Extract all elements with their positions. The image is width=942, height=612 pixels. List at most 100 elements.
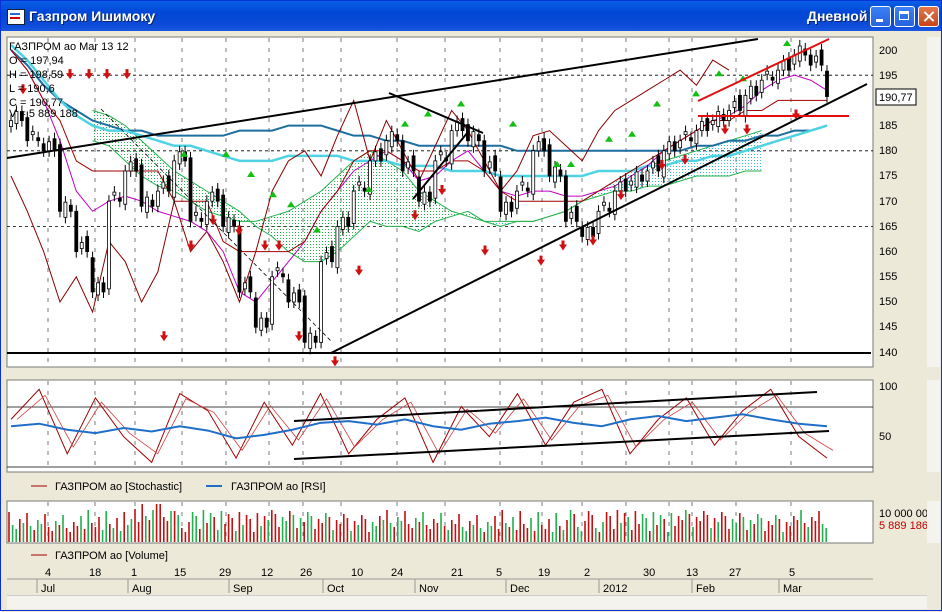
candle-down bbox=[498, 176, 503, 212]
time-day-label: 4 bbox=[45, 567, 51, 579]
maximize-button[interactable] bbox=[894, 6, 915, 27]
candle-down bbox=[819, 49, 824, 66]
indicator-scrollbar[interactable] bbox=[927, 380, 940, 472]
candle-down bbox=[411, 155, 416, 172]
candle-up bbox=[683, 131, 688, 136]
fractal-up-arrow bbox=[222, 150, 230, 157]
candle-down bbox=[640, 174, 644, 182]
minimize-button[interactable] bbox=[870, 6, 891, 27]
candle-up bbox=[629, 180, 634, 186]
candle-down bbox=[117, 197, 122, 202]
y-tick: 50 bbox=[879, 431, 891, 443]
info-box: ГАЗПРОМ ао Mar 13 12 O = 197,94 H = 198,… bbox=[9, 41, 129, 120]
horizontal-scrollbar[interactable] bbox=[7, 595, 927, 609]
period-label[interactable]: Дневной bbox=[807, 8, 868, 24]
indicator-legend: ГАЗПРОМ ао [Stochastic] ГАЗПРОМ ао [RSI] bbox=[31, 481, 326, 493]
fractal-up-arrow bbox=[715, 70, 723, 77]
candle-up bbox=[710, 120, 715, 125]
candle-up bbox=[194, 211, 198, 216]
fractal-down-arrow bbox=[589, 235, 597, 246]
candle-down bbox=[547, 144, 552, 177]
candle-up bbox=[520, 181, 525, 186]
cloud-cyan bbox=[467, 130, 762, 227]
time-day-label: 13 bbox=[686, 567, 698, 579]
candle-down bbox=[672, 141, 677, 152]
info-line-4: L = 190,6 bbox=[9, 83, 55, 95]
candle-up bbox=[47, 141, 51, 152]
price-scrollbar[interactable] bbox=[927, 37, 940, 367]
fractal-up-arrow bbox=[605, 135, 613, 142]
last-price-label: 190,77 bbox=[879, 92, 913, 104]
candle-up bbox=[226, 216, 231, 233]
triangle-line-bottom bbox=[412, 131, 469, 200]
fractal-down-arrow bbox=[438, 185, 446, 196]
candle-up bbox=[678, 140, 683, 149]
candle-up bbox=[618, 181, 623, 192]
candle-down bbox=[379, 148, 383, 162]
fractal-down-arrow bbox=[537, 255, 545, 266]
candle-up bbox=[438, 151, 443, 156]
candle-down bbox=[221, 194, 226, 227]
fractal-down-arrow bbox=[209, 215, 217, 226]
fractal-up-arrow bbox=[180, 150, 188, 157]
volume-scrollbar[interactable] bbox=[927, 501, 940, 543]
candle-up bbox=[172, 160, 177, 198]
candle-up bbox=[694, 130, 699, 145]
candles bbox=[9, 39, 829, 355]
fractal-down-arrow bbox=[85, 69, 93, 80]
candle-down bbox=[689, 137, 693, 142]
fractal-down-arrow bbox=[481, 245, 489, 256]
candle-down bbox=[427, 191, 432, 202]
candle-down bbox=[542, 138, 547, 152]
volume-last-value: 5 889 186 bbox=[879, 520, 928, 532]
candle-down bbox=[400, 140, 405, 172]
time-month-label: Feb bbox=[696, 583, 715, 595]
candle-down bbox=[215, 188, 220, 202]
candle-up bbox=[651, 161, 655, 169]
candle-down bbox=[150, 199, 155, 207]
candle-down bbox=[253, 297, 258, 328]
time-day-label: 18 bbox=[89, 567, 101, 579]
legend-volume: ГАЗПРОМ ао [Volume] bbox=[55, 550, 168, 562]
candle-down bbox=[237, 225, 242, 293]
candle-down bbox=[623, 178, 628, 192]
app-icon bbox=[7, 9, 25, 25]
candle-down bbox=[476, 134, 481, 142]
candle-down bbox=[90, 257, 95, 293]
info-line-3: H = 198,59 bbox=[9, 69, 63, 81]
fractal-down-arrow bbox=[235, 225, 243, 236]
window-title: Газпром Ишимоку bbox=[29, 8, 156, 24]
candle-down bbox=[770, 76, 775, 81]
rsi-line bbox=[10, 413, 828, 440]
volume-bars bbox=[8, 504, 828, 542]
red-channel-top bbox=[697, 38, 830, 102]
fractal-down-arrow bbox=[721, 124, 729, 135]
dashed-downtrend-line bbox=[100, 108, 332, 342]
oscillators bbox=[10, 388, 834, 464]
candle-up bbox=[743, 94, 748, 117]
candle-up bbox=[814, 55, 819, 63]
title-bar[interactable]: Газпром Ишимоку Дневной bbox=[1, 1, 941, 31]
time-day-label: 30 bbox=[643, 567, 655, 579]
candle-down bbox=[41, 143, 46, 152]
candle-up bbox=[340, 216, 345, 230]
indicator-axis: 100 50 bbox=[879, 381, 897, 443]
candle-down bbox=[58, 144, 62, 212]
fractal-down-arrow bbox=[187, 240, 195, 251]
candle-up bbox=[204, 200, 209, 225]
candle-up bbox=[373, 151, 378, 162]
moving-average-cyan bbox=[10, 44, 828, 178]
close-button[interactable] bbox=[918, 6, 939, 27]
candle-down bbox=[19, 111, 24, 121]
fractal-down-arrow bbox=[295, 331, 303, 342]
candle-down bbox=[264, 317, 269, 328]
candle-down bbox=[101, 282, 106, 293]
stochastic-signal-line bbox=[16, 394, 834, 455]
candle-down bbox=[607, 207, 612, 212]
info-line-6: V = 5 889 188 bbox=[9, 108, 78, 120]
candle-up bbox=[389, 131, 394, 148]
candle-up bbox=[145, 196, 149, 213]
y-tick: 185 bbox=[879, 120, 897, 132]
y-tick: 100 bbox=[879, 381, 897, 393]
